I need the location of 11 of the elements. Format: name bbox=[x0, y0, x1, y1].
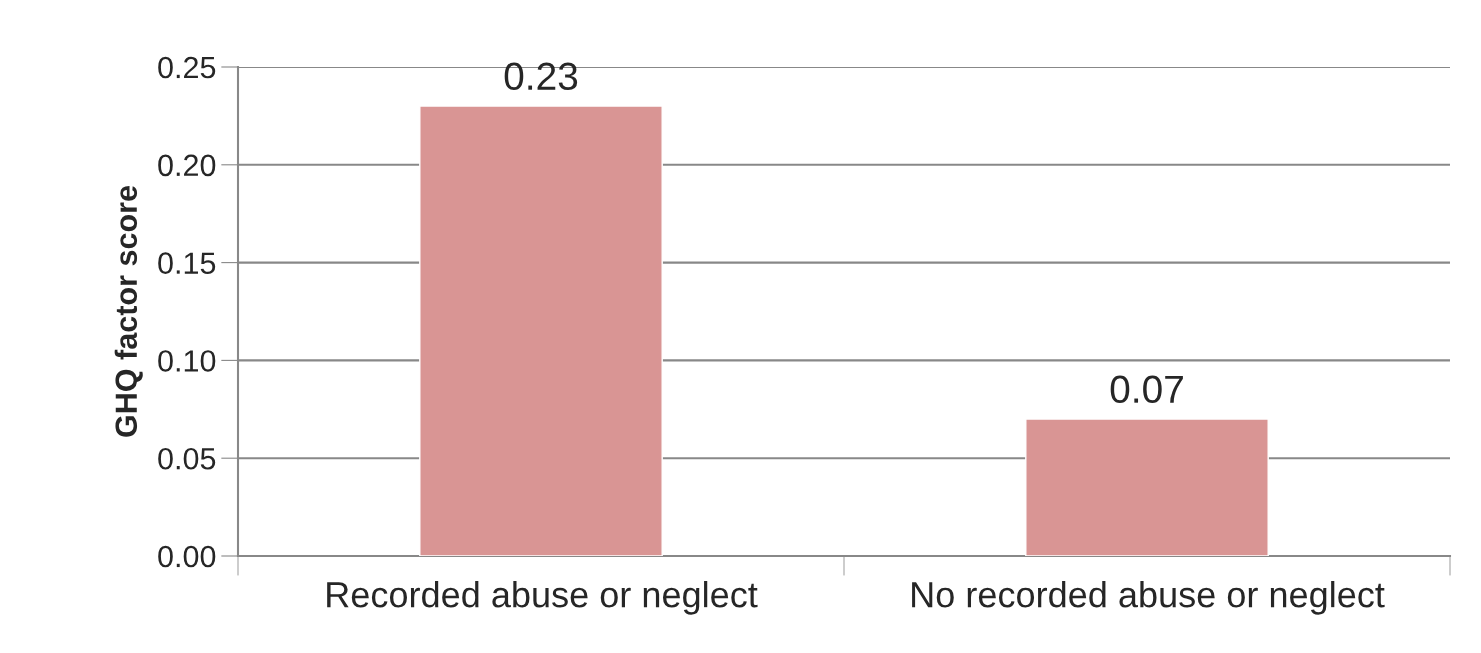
data-label: 0.07 bbox=[1110, 375, 1183, 404]
y-tick-label: 0.10 bbox=[158, 350, 216, 372]
x-tick-label: Recorded abuse or neglect bbox=[327, 581, 758, 615]
y-tick-label: 0.15 bbox=[158, 252, 216, 274]
y-tick-label: 0.05 bbox=[158, 447, 216, 470]
x-tick-label: No recorded abuse or neglect bbox=[912, 581, 1385, 615]
data-label: 0.23 bbox=[504, 62, 578, 91]
y-tick-label: 0.00 bbox=[158, 545, 216, 568]
y-tick-label: 0.25 bbox=[158, 56, 216, 79]
y-tick-label: 0.20 bbox=[158, 154, 216, 177]
y-axis-title: GHQ factor score bbox=[114, 186, 143, 437]
